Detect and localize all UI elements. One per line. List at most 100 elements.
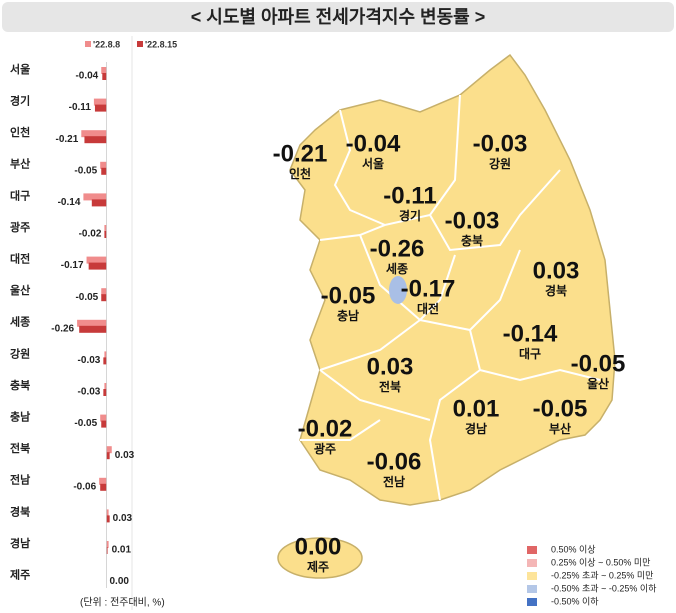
map-region: 세종 [386,261,408,276]
value-label: -0.03 [78,355,101,366]
bar [88,262,107,270]
map-legend-swatch [527,572,537,580]
map-region: 인천 [289,166,311,181]
map-value: -0.06 [367,448,422,475]
map-region: 부산 [549,421,571,436]
value-label: -0.26 [51,323,74,334]
map-region: 광주 [314,441,336,456]
map-value: 0.03 [367,353,414,380]
category-label: 광주 [10,221,30,234]
map-legend-swatch [527,585,537,593]
legend-label: '22.8.15 [145,39,177,49]
bar [106,515,110,523]
map-value: -0.05 [533,395,588,422]
bar [79,325,107,333]
bar [106,547,108,554]
bar [83,193,107,201]
value-label: -0.02 [79,229,102,240]
bar [101,288,107,296]
category-label: 제주 [10,568,30,582]
map-legend-swatch [527,546,537,554]
bar [106,452,110,460]
bar [104,231,107,238]
map-value: -0.14 [503,320,558,347]
value-label: -0.21 [56,134,79,145]
map-region: 강원 [489,157,511,171]
map-legend-swatch [527,559,537,567]
map-value: -0.05 [571,350,626,377]
map-region: 전북 [379,379,401,394]
map-legend-swatch [527,598,537,606]
value-label: -0.17 [61,260,84,271]
map-value: -0.26 [370,235,425,262]
bar [100,414,107,422]
map-value: -0.11 [383,182,436,209]
category-label: 충북 [10,378,30,392]
map-legend-label: 0.50% 이상 [551,544,596,554]
bar [104,225,107,232]
value-label: -0.05 [75,292,98,303]
region-borders [300,94,601,501]
map-value: 0.00 [295,533,342,560]
legend-label: '22.8.8 [93,39,120,49]
value-label: -0.11 [69,102,92,113]
bar [103,389,107,396]
map-value: -0.03 [473,130,528,157]
map-region: 충남 [337,308,359,323]
category-label: 강원 [10,346,30,360]
bar [100,483,107,491]
value-label: 0.00 [110,576,130,587]
map-region: 대구 [519,347,541,361]
category-label: 전북 [10,441,30,455]
bar [86,256,107,264]
bar [106,541,109,548]
value-label: -0.03 [78,387,101,398]
map-value: -0.03 [445,207,500,234]
category-label: 세종 [10,315,30,329]
bar [106,509,109,517]
sejong-area [389,276,407,304]
map-legend-label: 0.25% 이상 ~ 0.50% 미만 [551,557,650,567]
map-legend-label: -0.50% 이하 [551,596,599,606]
map-value: -0.05 [321,282,376,309]
map [277,53,616,579]
map-legend-label: -0.50% 초과 ~ -0.25% 이하 [551,583,657,593]
value-label: 0.01 [112,545,132,556]
map-value: -0.17 [401,275,456,302]
value-label: 0.03 [115,450,135,461]
category-label: 전남 [10,473,30,487]
map-region: 경북 [545,284,567,298]
bar [93,98,107,106]
bar [103,357,107,365]
legend-swatch [137,41,143,47]
bar [104,383,107,390]
value-label: 0.03 [113,513,133,524]
category-label: 경남 [10,536,30,550]
category-label: 경북 [10,504,30,518]
map-region: 대전 [417,301,439,316]
bar [102,73,107,80]
map-region: 울산 [587,376,609,391]
map-value: -0.02 [298,415,353,442]
title: < 시도별 아파트 전세가격지수 변동률 > [191,7,485,27]
category-label: 충남 [10,410,30,424]
mainland [289,53,616,506]
map-region: 전남 [383,474,405,489]
category-label: 울산 [10,283,30,297]
value-label: -0.14 [58,197,81,208]
value-label: -0.05 [74,165,97,176]
bar [104,351,107,359]
bar [101,67,107,74]
map-value: -0.21 [273,140,328,167]
jeju [277,537,363,579]
bar [100,161,107,169]
category-label: 부산 [10,157,30,171]
value-label: -0.04 [75,71,98,82]
legend-swatch [85,41,91,47]
category-label: 서울 [10,62,30,76]
map-value: 0.01 [453,395,500,422]
category-label: 대구 [10,188,30,202]
bar [101,420,107,428]
unit-note: (단위 : 전주대비, %) [80,596,165,609]
